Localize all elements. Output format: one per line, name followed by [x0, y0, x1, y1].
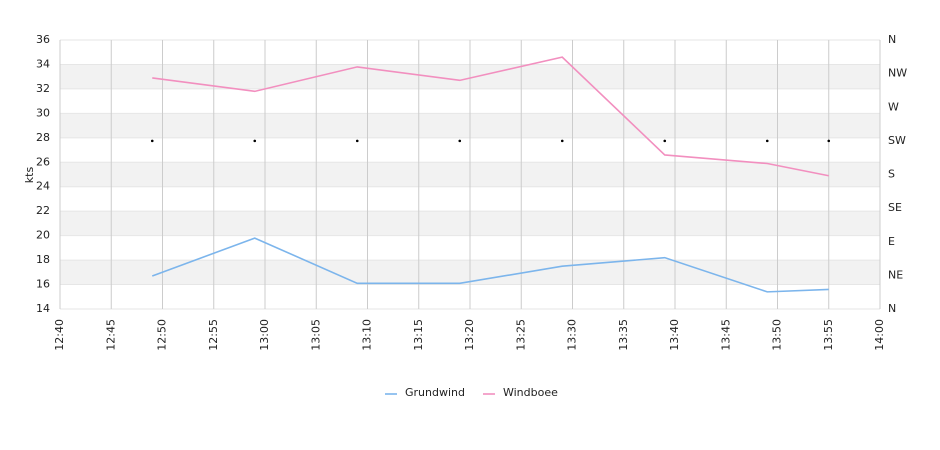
y-tick-label: 34 — [36, 57, 50, 70]
y-tick-label: 16 — [36, 278, 50, 291]
x-tick-label: 13:55 — [822, 319, 835, 351]
x-tick-label: 12:45 — [104, 319, 117, 351]
y2-tick-label: NW — [888, 67, 907, 80]
direction-dot — [765, 139, 769, 143]
x-tick-label: 13:25 — [514, 319, 527, 351]
direction-dot — [253, 139, 257, 143]
direction-dot — [355, 139, 359, 143]
y2-tick-label: N — [888, 33, 896, 46]
legend-label: Grundwind — [405, 386, 465, 399]
y-tick-label: 24 — [36, 180, 50, 193]
y-tick-label: 28 — [36, 131, 50, 144]
y-tick-label: 14 — [36, 302, 50, 315]
x-tick-label: 13:35 — [617, 319, 630, 351]
x-tick-label: 12:55 — [207, 319, 220, 351]
y-tick-label: 22 — [36, 204, 50, 217]
x-tick-label: 12:40 — [53, 319, 66, 351]
y-tick-label: 36 — [36, 33, 50, 46]
y2-tick-label: NE — [888, 268, 903, 281]
y-tick-label: 18 — [36, 253, 50, 266]
y2-tick-label: SE — [888, 201, 902, 214]
direction-dot — [150, 139, 154, 143]
x-tick-label: 13:45 — [719, 319, 732, 351]
y2-tick-label: S — [888, 168, 895, 181]
x-tick-label: 13:50 — [771, 319, 784, 351]
y-tick-label: 30 — [36, 106, 50, 119]
x-tick-label: 13:20 — [463, 319, 476, 351]
y2-tick-label: E — [888, 235, 895, 248]
x-tick-label: 13:05 — [309, 319, 322, 351]
x-tick-label: 12:50 — [156, 319, 169, 351]
direction-dot — [827, 139, 831, 143]
y2-tick-label: W — [888, 100, 899, 113]
y2-tick-label: N — [888, 302, 896, 315]
direction-dot — [560, 139, 564, 143]
legend-label: Windboee — [503, 386, 558, 399]
direction-dot — [663, 139, 667, 143]
y2-tick-label: SW — [888, 134, 906, 147]
x-tick-label: 13:15 — [412, 319, 425, 351]
x-tick-label: 13:10 — [361, 319, 374, 351]
x-tick-label: 13:00 — [258, 319, 271, 351]
y-tick-label: 26 — [36, 155, 50, 168]
direction-dot — [458, 139, 462, 143]
y-axis-label: kts — [23, 167, 36, 184]
series-line — [151, 237, 829, 293]
y-tick-label: 32 — [36, 82, 50, 95]
series-line — [152, 56, 829, 177]
x-tick-label: 13:30 — [566, 319, 579, 351]
y-tick-label: 20 — [36, 229, 50, 242]
x-tick-label: 13:40 — [668, 319, 681, 351]
x-tick-label: 14:00 — [873, 319, 886, 351]
